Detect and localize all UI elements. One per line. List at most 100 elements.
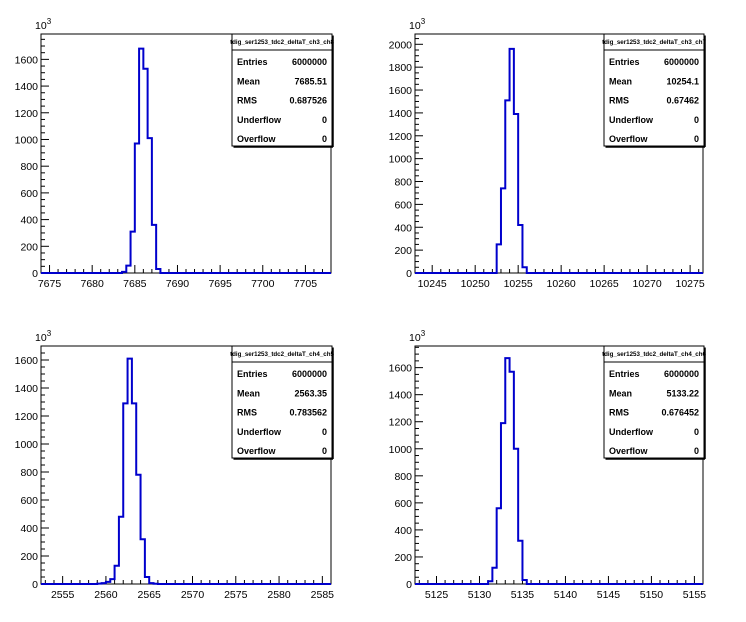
stat-value: 0 [322, 446, 327, 456]
x-tick-label: 5135 [511, 589, 535, 601]
x-tick-label: 10265 [590, 278, 619, 290]
multiplier-base: 10 [409, 332, 421, 344]
histogram-line [41, 357, 331, 585]
stats-box-frame [231, 33, 333, 147]
multiplier-base: 10 [35, 332, 47, 344]
stat-value: 6000000 [664, 57, 699, 67]
y-tick-label: 200 [20, 551, 38, 563]
x-tick-label: 5125 [425, 589, 449, 601]
x-tick-label: 5145 [597, 589, 621, 601]
y-tick-label: 2000 [389, 39, 413, 51]
multiplier-exponent: 3 [47, 329, 52, 338]
histogram-title: tdig_ser1253_tdc2_deltaT_ch3_ch7 [602, 39, 706, 46]
x-tick-label: 7675 [38, 278, 62, 290]
stat-label: Mean [609, 76, 632, 86]
y-tick-label: 0 [32, 579, 38, 591]
multiplier-base: 10 [35, 20, 47, 32]
y-axis-multiplier: 103 [35, 17, 52, 32]
y-tick-label: 400 [394, 525, 412, 537]
stat-label: Underflow [237, 427, 282, 437]
y-tick-label: 1600 [15, 54, 39, 66]
stats-box: tdig_ser1253_tdc2_deltaT_ch3_ch7 Entries 6… [602, 33, 706, 148]
x-tick-label: 2565 [138, 589, 162, 601]
y-tick-label: 800 [20, 161, 38, 173]
y-tick-label: 200 [394, 245, 412, 257]
x-tick-label: 7700 [251, 278, 275, 290]
stat-value: 0 [322, 427, 327, 437]
y-tick-label: 1600 [389, 363, 413, 375]
x-tick-label: 7705 [294, 278, 318, 290]
stats-box: tdig_ser1253_tdc2_deltaT_ch3_ch8 Entries 6… [230, 33, 334, 148]
stat-value: 6000000 [292, 369, 327, 379]
stat-value: 7685.51 [294, 76, 327, 86]
x-tick-label: 10255 [504, 278, 533, 290]
y-tick-label: 1000 [15, 134, 39, 146]
stats-box-frame [603, 345, 705, 459]
stat-value: 0 [322, 134, 327, 144]
stat-label: Overflow [237, 446, 277, 456]
x-tick-label: 7690 [166, 278, 190, 290]
stats-box: tdig_ser1253_tdc2_deltaT_ch4_ch6 Entries 6… [602, 345, 706, 460]
y-tick-label: 600 [394, 498, 412, 510]
y-tick-label: 800 [20, 467, 38, 479]
stat-label: Entries [237, 369, 268, 379]
x-tick-label: 10275 [676, 278, 705, 290]
stat-value: 0.676452 [661, 408, 699, 418]
y-tick-label: 1400 [15, 81, 39, 93]
stat-value: 6000000 [664, 369, 699, 379]
stat-label: Mean [609, 388, 632, 398]
y-tick-label: 1000 [389, 154, 413, 166]
y-tick-label: 800 [394, 177, 412, 189]
y-tick-label: 0 [32, 268, 38, 280]
y-tick-label: 1800 [389, 62, 413, 74]
stat-label: RMS [609, 96, 629, 106]
x-tick-label: 2580 [267, 589, 291, 601]
stat-label: RMS [609, 408, 629, 418]
stat-label: RMS [237, 96, 257, 106]
x-tick-label: 7680 [80, 278, 104, 290]
y-tick-label: 1000 [389, 444, 413, 456]
multiplier-exponent: 3 [47, 17, 52, 26]
multiplier-base: 10 [409, 20, 421, 32]
stat-label: Overflow [609, 134, 649, 144]
histogram-panel-ch4-ch6: 5125 5130 5135 5140 5145 5150 5155 0 200 400 600 80… [389, 329, 707, 601]
y-tick-label: 1400 [389, 108, 413, 120]
histogram-panel-ch3-ch8: 7675 7680 7685 7690 7695 7700 7705 0 200 400 600 80… [15, 17, 335, 290]
stats-box-frame [603, 33, 705, 147]
x-tick-label: 2570 [181, 589, 205, 601]
histogram-line [415, 47, 703, 274]
y-tick-label: 800 [394, 471, 412, 483]
stat-value: 0 [694, 115, 699, 125]
x-tick-label: 10245 [418, 278, 447, 290]
y-axis-multiplier: 103 [409, 329, 426, 344]
y-tick-label: 600 [20, 188, 38, 200]
stat-value: 0 [322, 115, 327, 125]
stat-value: 0 [694, 134, 699, 144]
y-tick-label: 600 [394, 199, 412, 211]
x-tick-label: 10260 [547, 278, 576, 290]
y-tick-label: 0 [406, 268, 412, 280]
y-tick-label: 1400 [389, 390, 413, 402]
y-axis-multiplier: 103 [35, 329, 52, 344]
multiplier-exponent: 3 [421, 329, 426, 338]
stat-value: 6000000 [292, 57, 327, 67]
y-tick-label: 1600 [389, 85, 413, 97]
y-tick-label: 1200 [15, 108, 39, 120]
x-tick-label: 7695 [208, 278, 232, 290]
y-tick-label: 400 [20, 215, 38, 227]
y-tick-label: 200 [394, 552, 412, 564]
stat-value: 2563.35 [294, 388, 327, 398]
x-tick-label: 5150 [640, 589, 664, 601]
histogram-title: tdig_ser1253_tdc2_deltaT_ch4_ch5 [230, 351, 334, 358]
histogram-title: tdig_ser1253_tdc2_deltaT_ch3_ch8 [230, 39, 334, 46]
stat-label: Entries [609, 369, 640, 379]
y-tick-label: 1200 [389, 131, 413, 143]
y-tick-label: 400 [20, 523, 38, 535]
x-tick-label: 7685 [123, 278, 147, 290]
x-tick-label: 2585 [311, 589, 335, 601]
x-tick-label: 2575 [224, 589, 248, 601]
y-tick-label: 0 [406, 579, 412, 591]
stat-label: Mean [237, 76, 260, 86]
stat-value: 10254.1 [666, 76, 699, 86]
